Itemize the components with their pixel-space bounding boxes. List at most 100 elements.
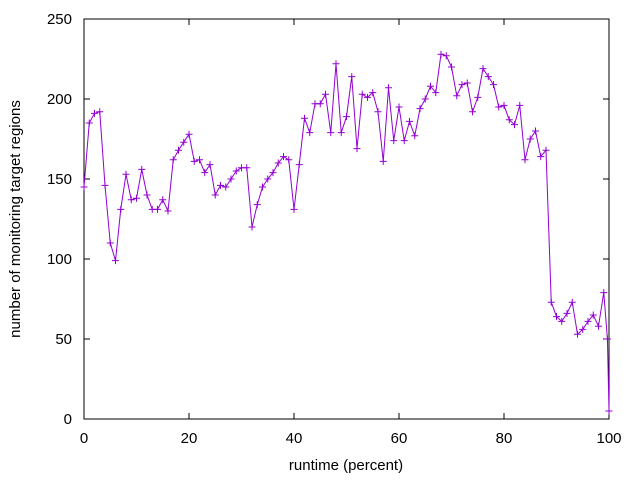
data-point [253, 201, 261, 209]
data-point [379, 157, 387, 165]
data-point [500, 101, 508, 109]
data-point [479, 65, 487, 73]
plot-border [83, 18, 610, 420]
y-tick-label: 200 [47, 91, 72, 108]
y-tick-label: 250 [47, 11, 72, 28]
data-point [280, 153, 287, 161]
data-point [395, 103, 403, 111]
data-point [243, 164, 251, 172]
data-point [164, 207, 172, 215]
data-point [595, 322, 602, 330]
data-point [274, 159, 282, 167]
y-tick-label: 100 [47, 251, 72, 268]
x-tick-label: 80 [496, 430, 513, 447]
data-point [374, 108, 382, 116]
data-point [206, 161, 214, 169]
data-point [295, 161, 303, 169]
data-point [322, 90, 329, 98]
data-point [264, 175, 272, 183]
data-line [83, 53, 610, 412]
data-point [400, 137, 408, 145]
data-point [259, 183, 266, 191]
data-point [358, 90, 366, 98]
data-point [138, 165, 146, 173]
data-point [427, 82, 434, 90]
data-point [600, 289, 608, 297]
data-point [327, 129, 335, 137]
data-point [316, 100, 324, 108]
data-point [490, 81, 497, 89]
data-point [112, 257, 119, 265]
data-point [505, 116, 513, 124]
data-point [248, 223, 256, 231]
data-point [516, 101, 524, 109]
x-tick-label: 60 [391, 430, 408, 447]
data-point [196, 156, 203, 164]
data-point [421, 95, 429, 103]
data-point [269, 169, 277, 177]
x-axis-label: runtime (percent) [289, 457, 403, 474]
data-point [463, 79, 471, 87]
data-point [547, 298, 555, 306]
data-point [605, 407, 613, 415]
data-point [290, 205, 298, 213]
data-point [579, 325, 587, 333]
data-point [537, 153, 545, 161]
x-tick-label: 40 [286, 430, 303, 447]
data-point [542, 146, 550, 154]
data-point [406, 117, 413, 125]
data-point [80, 183, 88, 191]
data-point [154, 205, 161, 213]
data-point [285, 156, 293, 164]
data-point [348, 73, 356, 81]
data-point [558, 317, 566, 325]
data-point [574, 330, 581, 338]
data-point [133, 194, 140, 202]
data-point [364, 93, 371, 101]
data-point [127, 196, 135, 204]
data-point [222, 183, 230, 191]
data-point [122, 170, 130, 178]
data-point [432, 89, 440, 97]
y-axis-label: number of monitoring target regions [7, 100, 24, 338]
data-point [211, 191, 219, 199]
data-point [343, 113, 350, 121]
data-point [106, 239, 114, 247]
data-point [369, 89, 377, 97]
data-point [190, 157, 198, 165]
x-tick-label: 20 [181, 430, 198, 447]
data-point [495, 103, 503, 111]
data-point [85, 119, 93, 127]
data-point [232, 167, 240, 175]
data-point [301, 114, 308, 122]
data-point [584, 317, 592, 325]
data-point [227, 175, 235, 183]
data-point [385, 84, 392, 92]
data-point [96, 108, 104, 116]
data-point [332, 60, 340, 68]
data-point [306, 129, 314, 137]
data-point [169, 156, 177, 164]
data-point [416, 105, 424, 113]
data-point [217, 181, 224, 189]
y-tick-label: 50 [55, 331, 72, 348]
data-point [353, 145, 361, 153]
data-point [603, 335, 611, 343]
data-point [448, 63, 455, 71]
data-point [474, 93, 482, 101]
y-tick-label: 150 [47, 171, 72, 188]
x-tick-label: 100 [596, 430, 621, 447]
y-tick-label: 0 [64, 411, 72, 428]
data-point [411, 132, 419, 140]
data-point [553, 313, 560, 321]
data-point [511, 121, 518, 129]
data-point [532, 127, 539, 135]
data-point [159, 196, 167, 204]
data-point [143, 191, 151, 199]
data-point [469, 108, 476, 116]
data-point [442, 52, 450, 60]
data-point [101, 181, 109, 189]
data-point [563, 309, 571, 317]
data-point [390, 137, 398, 145]
data-point [337, 129, 345, 137]
